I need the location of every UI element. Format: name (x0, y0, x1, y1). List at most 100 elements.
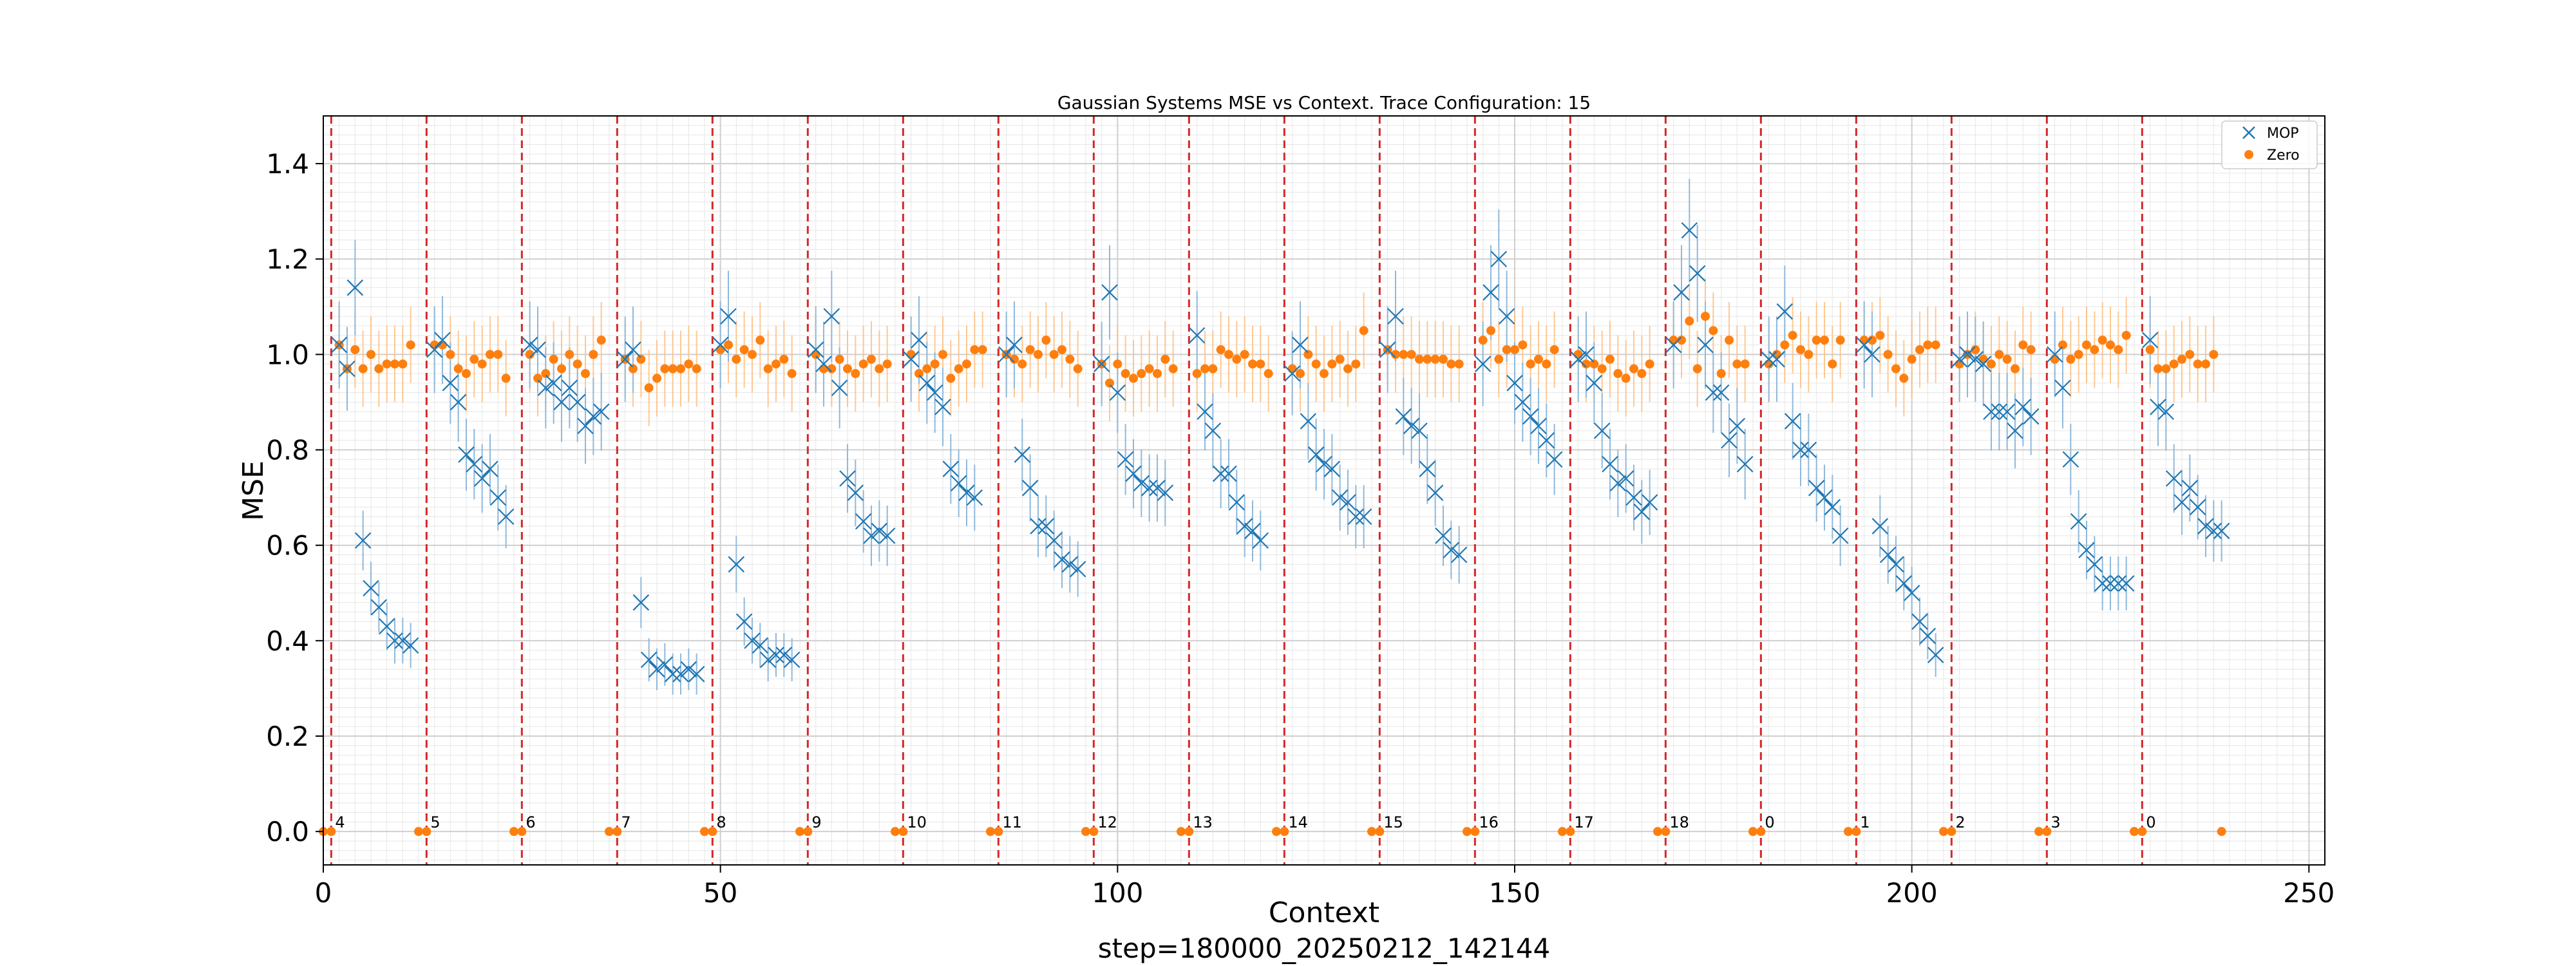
mop-point (839, 470, 856, 487)
x-tick-label: 150 (1489, 877, 1540, 909)
zero-point (652, 374, 661, 383)
mop-point (863, 527, 880, 544)
mop-point (1998, 403, 2016, 421)
segment-label: 10 (907, 813, 927, 831)
mop-point (1514, 393, 1531, 411)
mop-point (1316, 455, 1332, 473)
zero-point (1828, 359, 1837, 369)
mop-point (577, 417, 594, 435)
y-tick-label: 0.4 (266, 625, 309, 657)
mop-point (2205, 522, 2222, 540)
mop-point (672, 665, 689, 683)
zero-point (2042, 827, 2052, 837)
zero-point (446, 350, 455, 359)
zero-point (1025, 345, 1035, 354)
segment-label: 7 (621, 813, 630, 831)
x-tick-label: 50 (703, 877, 737, 909)
zero-point (565, 350, 574, 359)
zero-point (1041, 336, 1051, 345)
zero-point (1637, 369, 1647, 379)
mop-point (664, 665, 681, 683)
y-tick-label: 0.0 (266, 816, 309, 848)
mop-point (426, 341, 443, 358)
zero-point (708, 827, 717, 837)
zero-point (1923, 340, 1933, 350)
zero-point (1518, 340, 1528, 350)
mop-point (871, 522, 888, 540)
mop-point (966, 489, 983, 506)
mop-point (1991, 403, 2008, 421)
mop-point (521, 336, 538, 354)
zero-point (692, 364, 701, 374)
segment-label: 12 (1097, 813, 1117, 831)
mop-point (1435, 527, 1452, 544)
mop-point (902, 351, 920, 368)
zero-point (1677, 336, 1686, 345)
mop-point (625, 341, 641, 358)
zero-point (724, 340, 733, 350)
mop-point (1951, 351, 1968, 368)
zero-point (938, 350, 947, 359)
segment-label: 17 (1574, 813, 1594, 831)
mop-point (752, 637, 769, 654)
mop-point (934, 399, 951, 415)
zero-point (469, 354, 479, 364)
zero-point (1327, 359, 1337, 369)
zero-point (1740, 359, 1750, 369)
mop-point (1712, 384, 1730, 401)
mop-point (1347, 508, 1365, 526)
mop-point (1474, 355, 1492, 372)
mop-point (2007, 422, 2023, 439)
zero-point (350, 345, 360, 354)
zero-point (612, 827, 622, 837)
zero-point (898, 827, 908, 837)
zero-point (644, 383, 654, 393)
mop-point (2102, 575, 2119, 592)
zero-point (2154, 364, 2163, 374)
zero-point (930, 359, 940, 369)
segment-label: 0 (2146, 813, 2155, 831)
zero-point (891, 827, 900, 837)
zero-point (398, 359, 408, 369)
zero-point (2026, 345, 2036, 354)
segment-label: 1 (1860, 813, 1870, 831)
mop-point (1800, 441, 1817, 459)
mop-point (1975, 355, 1992, 372)
y-tick-label: 0.6 (266, 530, 309, 562)
segment-label: 4 (335, 813, 345, 831)
zero-point (1542, 359, 1551, 369)
mop-point (1411, 422, 1428, 439)
zero-point (2066, 354, 2076, 364)
zero-point (1256, 359, 1265, 369)
zero-point (851, 369, 860, 379)
x-tick-label: 0 (315, 877, 332, 909)
zero-point (843, 364, 852, 374)
zero-point (1232, 354, 1242, 364)
zero-point (1804, 350, 1814, 359)
segment-label: 14 (1288, 813, 1308, 831)
mop-point (1133, 475, 1150, 492)
segment-label: 13 (1193, 813, 1213, 831)
zero-point (1296, 369, 1305, 379)
zero-point (1153, 369, 1162, 379)
zero-point (414, 827, 423, 837)
mop-point (2110, 575, 2127, 592)
zero-point (1423, 354, 1432, 364)
zero-point (2193, 359, 2202, 369)
zero-point (994, 827, 1003, 837)
zero-point (1844, 827, 1853, 837)
zero-point (486, 350, 495, 359)
zero-point (2130, 827, 2139, 837)
zero-point (684, 359, 694, 369)
zero-point (739, 345, 749, 354)
zero-point (1184, 827, 1194, 837)
step-caption: step=180000_20250212_142144 (1098, 933, 1550, 964)
mop-point (1760, 351, 1777, 368)
zero-point (1645, 359, 1654, 369)
mop-point (363, 580, 379, 597)
chart-title: Gaussian Systems MSE vs Context. Trace C… (1057, 92, 1591, 113)
mop-point (2054, 379, 2071, 397)
zero-point (970, 345, 980, 354)
mop-point (2157, 403, 2175, 421)
mop-point (1728, 417, 1746, 435)
